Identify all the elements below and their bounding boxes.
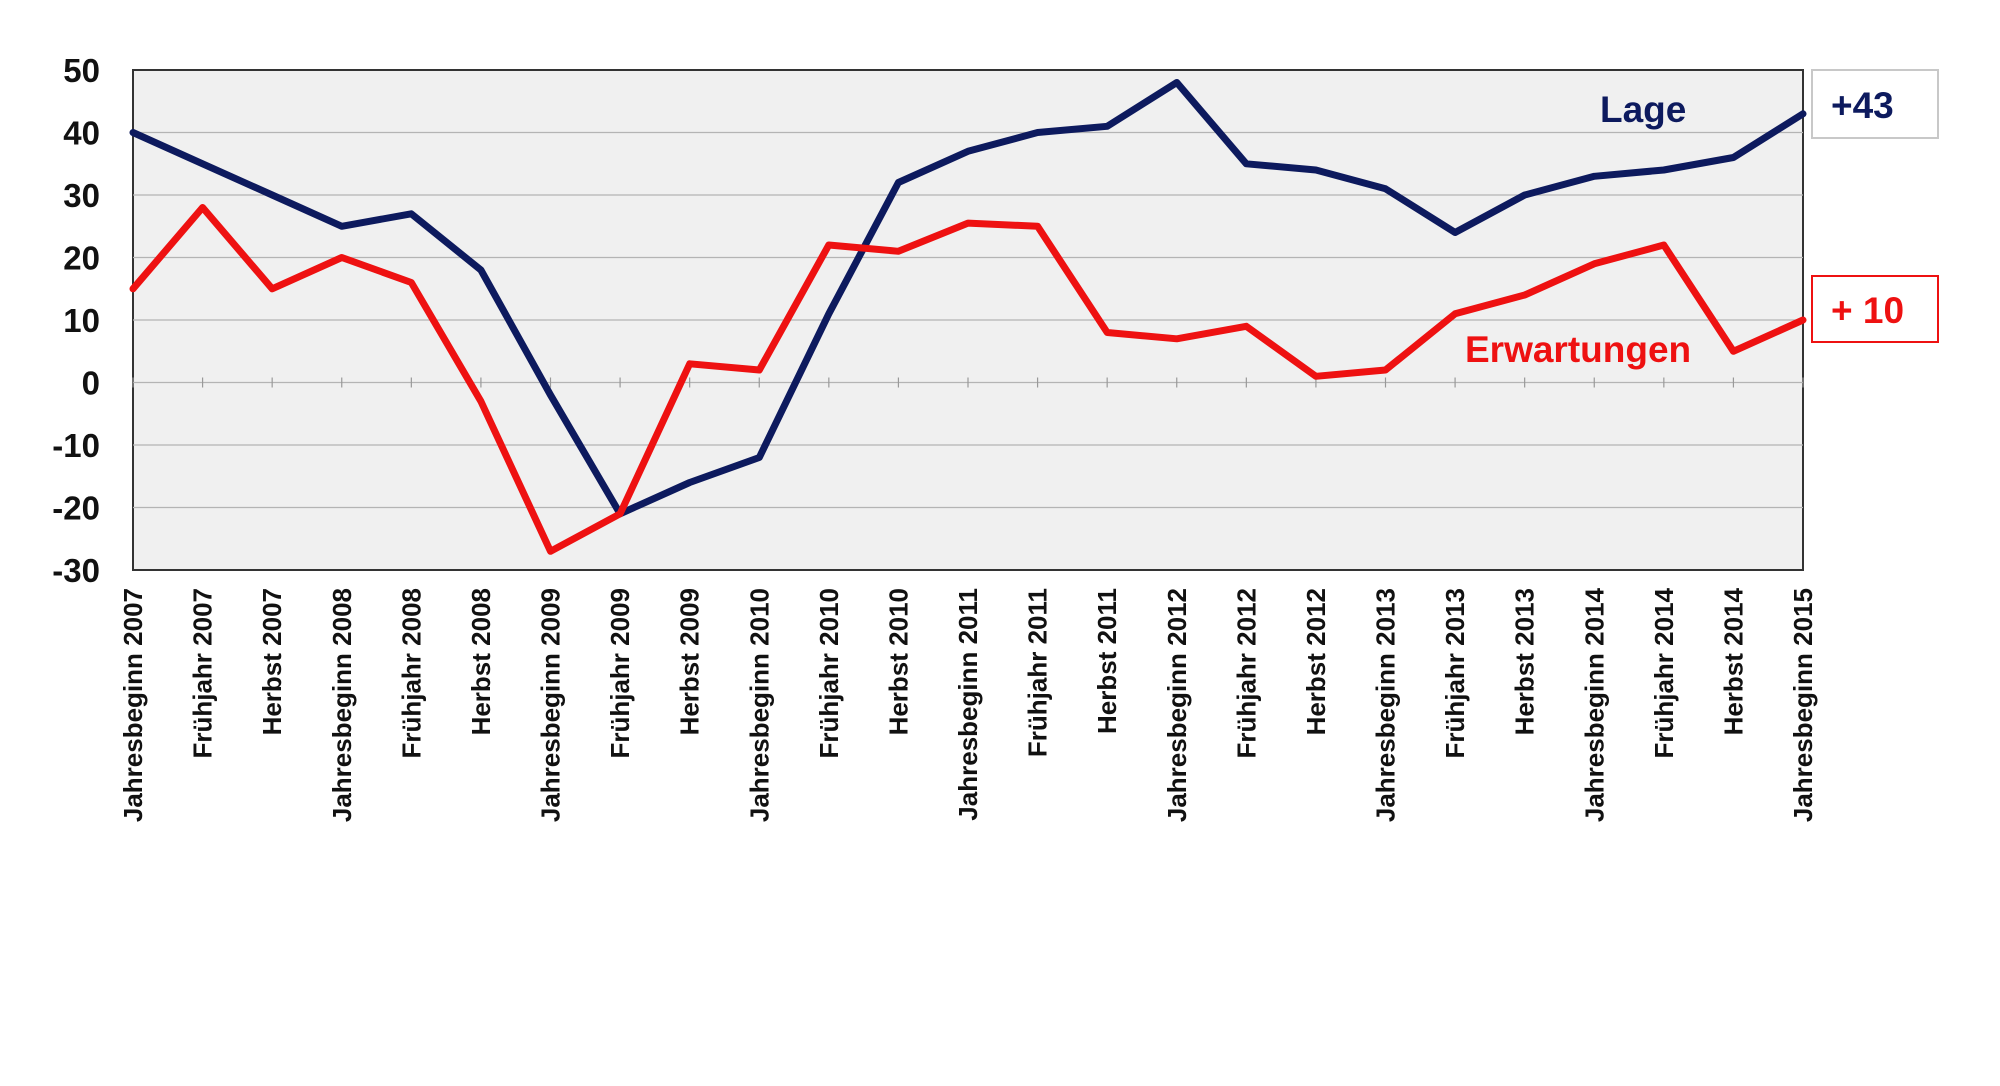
x-tick-label: Frühjahr 2010 <box>814 588 844 759</box>
x-tick-label: Herbst 2012 <box>1301 588 1331 735</box>
y-axis-tick-labels: 50 40 30 20 10 0 -10 -20 -30 <box>52 52 100 589</box>
series-lines <box>129 79 1807 555</box>
x-tick-label: Jahresbeginn 2009 <box>536 588 566 822</box>
x-tick-label: Herbst 2013 <box>1510 588 1540 735</box>
x-tick-label: Frühjahr 2011 <box>1023 588 1053 757</box>
x-tick-label: Herbst 2008 <box>466 588 496 735</box>
series-label-lage: Lage <box>1600 89 1686 130</box>
series-label-erwartungen: Erwartungen <box>1465 329 1691 370</box>
x-tick-label: Jahresbeginn 2011 <box>953 588 983 821</box>
x-tick-label: Frühjahr 2008 <box>396 588 426 759</box>
y-tick-label: 0 <box>82 365 100 402</box>
end-value-box-lage <box>1811 69 1939 139</box>
y-tick-label: -10 <box>52 427 100 464</box>
y-tick-label: 10 <box>63 302 100 339</box>
y-tick-label: 40 <box>63 115 100 152</box>
x-tick-label: Herbst 2009 <box>675 588 705 735</box>
x-tick-label: Jahresbeginn 2015 <box>1788 588 1818 822</box>
y-tick-label: 30 <box>63 177 100 214</box>
x-axis-tick-labels: Jahresbeginn 2007 Frühjahr 2007 Herbst 200… <box>118 587 1818 822</box>
x-tick-label: Frühjahr 2012 <box>1231 588 1261 759</box>
x-tick-label: Herbst 2010 <box>883 588 913 735</box>
x-tick-label: Frühjahr 2014 <box>1649 587 1679 758</box>
x-tick-label: Jahresbeginn 2007 <box>118 588 148 822</box>
x-tick-label: Jahresbeginn 2013 <box>1371 588 1401 822</box>
x-tick-label: Frühjahr 2007 <box>188 588 218 759</box>
end-value-erwartungen: + 10 <box>1831 290 1904 331</box>
x-tick-label: Herbst 2014 <box>1718 587 1748 735</box>
x-tick-label: Jahresbeginn 2010 <box>744 588 774 822</box>
y-tick-label: -20 <box>52 490 100 527</box>
x-tick-label: Jahresbeginn 2012 <box>1162 588 1192 822</box>
x-tick-label: Jahresbeginn 2008 <box>327 588 357 822</box>
y-tick-label: 50 <box>63 52 100 89</box>
zero-axis-ticks <box>132 377 1804 388</box>
x-tick-label: Herbst 2011 <box>1092 588 1122 734</box>
x-tick-label: Frühjahr 2013 <box>1440 588 1470 759</box>
y-tick-label: 20 <box>63 240 100 277</box>
end-value-box-erwartungen <box>1811 275 1939 343</box>
series-line-erwartungen <box>129 204 1807 555</box>
end-value-lage: +43 <box>1831 85 1894 126</box>
x-tick-label: Herbst 2007 <box>257 588 287 735</box>
y-tick-label: -30 <box>52 552 100 589</box>
series-line-lage <box>129 79 1807 518</box>
x-tick-label: Frühjahr 2009 <box>605 588 635 759</box>
x-tick-label: Jahresbeginn 2014 <box>1579 587 1609 822</box>
